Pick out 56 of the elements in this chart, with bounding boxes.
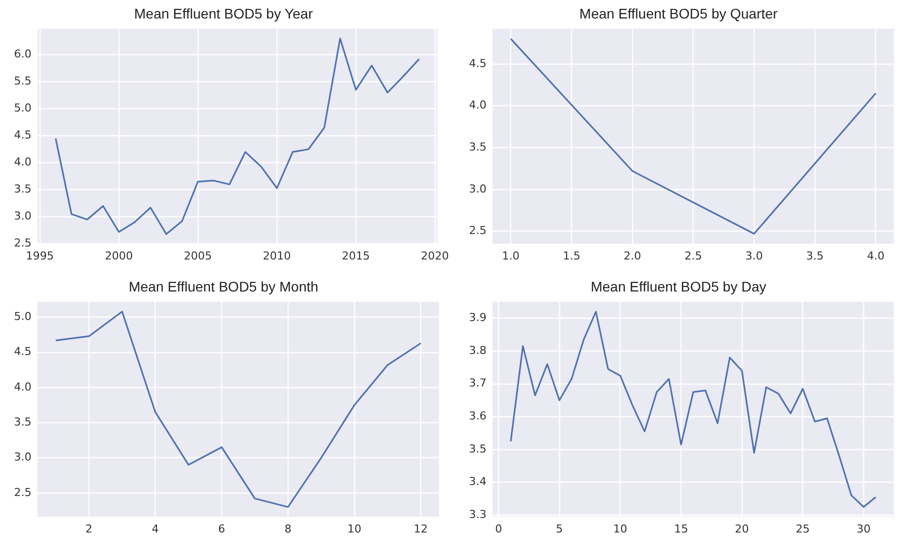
x-tick-label: 10: [613, 522, 628, 536]
x-tick-label: 10: [347, 522, 362, 536]
y-tick-label: 3.5: [468, 140, 486, 154]
x-tick-label: 2010: [262, 249, 291, 262]
y-tick-label: 5.5: [14, 74, 32, 88]
x-tick-label: 2000: [104, 249, 133, 262]
x-tick-label: 1.0: [502, 249, 520, 262]
y-tick-label: 3.9: [468, 311, 486, 324]
x-tick-label: 2015: [342, 249, 370, 262]
y-tick-label: 4.5: [14, 345, 32, 358]
x-tick-label: 25: [796, 522, 810, 536]
y-tick-label: 3.7: [468, 376, 486, 390]
y-tick-label: 3.4: [468, 475, 486, 488]
x-tick-label: 2.0: [624, 249, 642, 262]
chart-title: Mean Effluent BOD5 by Month: [128, 278, 318, 294]
y-tick-label: 3.8: [468, 344, 486, 357]
y-tick-label: 3.6: [468, 410, 486, 423]
x-tick-label: 30: [856, 522, 871, 536]
x-tick-label: 6: [218, 522, 226, 536]
y-tick-label: 5.0: [14, 102, 32, 115]
y-tick-label: 2.5: [14, 236, 32, 250]
x-tick-label: 4.0: [867, 249, 884, 262]
chart-title: Mean Effluent BOD5 by Day: [590, 278, 766, 294]
x-tick-label: 5: [556, 522, 563, 536]
y-tick-label: 2.5: [14, 486, 32, 499]
y-tick-label: 3.0: [468, 182, 486, 196]
x-tick-label: 2020: [420, 249, 449, 262]
x-tick-label: 4: [152, 522, 159, 536]
x-tick-label: 2005: [184, 249, 212, 262]
x-tick-label: 1.5: [562, 249, 580, 262]
y-tick-label: 4.5: [14, 128, 32, 142]
y-tick-label: 3.5: [468, 442, 486, 456]
x-tick-label: 15: [674, 522, 688, 536]
x-tick-label: 8: [284, 522, 292, 536]
x-tick-label: 2: [85, 522, 92, 536]
y-tick-label: 3.5: [14, 182, 32, 196]
x-tick-label: 20: [734, 522, 749, 536]
y-tick-label: 6.0: [14, 48, 32, 61]
x-tick-label: 2.5: [684, 249, 702, 262]
chart-title: Mean Effluent BOD5 by Year: [134, 5, 314, 22]
y-tick-label: 3.0: [14, 450, 32, 464]
chart-title: Mean Effluent BOD5 by Quarter: [579, 5, 778, 22]
x-tick-label: 1995: [26, 249, 54, 262]
y-tick-label: 2.5: [468, 224, 486, 238]
x-tick-label: 12: [414, 522, 428, 536]
y-tick-label: 4.0: [468, 98, 486, 112]
y-tick-label: 3.3: [468, 508, 486, 522]
y-tick-label: 3.5: [14, 416, 32, 429]
y-tick-label: 4.0: [14, 380, 32, 394]
y-tick-label: 3.0: [14, 210, 32, 223]
y-tick-label: 5.0: [14, 310, 32, 324]
x-tick-label: 0: [495, 522, 502, 536]
x-tick-label: 3.5: [806, 249, 824, 262]
y-tick-label: 4.0: [14, 156, 32, 169]
y-tick-label: 4.5: [468, 56, 486, 70]
x-tick-label: 3.0: [745, 249, 763, 262]
